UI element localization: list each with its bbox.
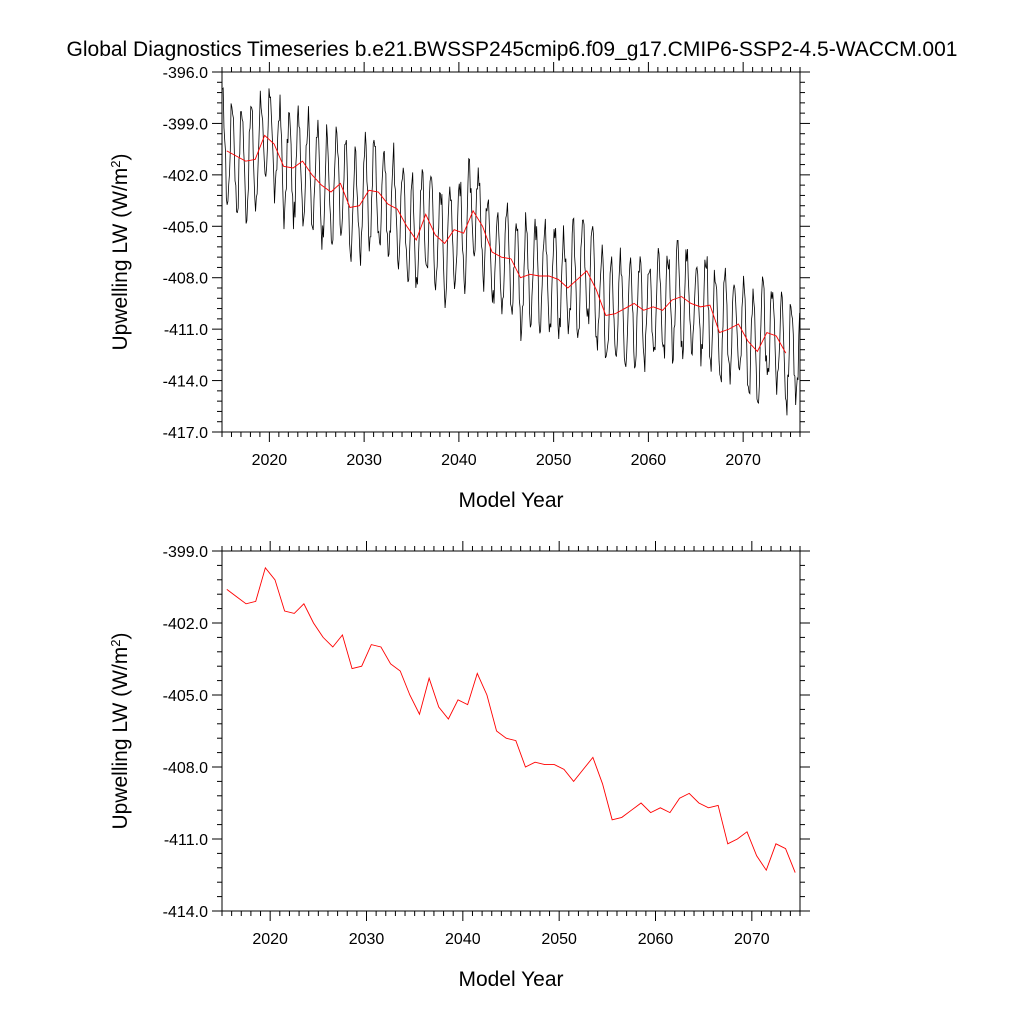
top-panel: -396.0 -399.0 -402.0 -405.0 -408.0 -411.0 -414… [108,62,810,512]
top-y-tick-label: -414.0 [163,374,208,391]
top-x-tick-label: 2030 [346,452,382,469]
bottom-y-tick-label: -405.0 [163,688,208,705]
top-y-tick-label: -399.0 [163,116,208,133]
bottom-x-tick-label: 2070 [734,931,770,948]
top-y-tick-label: -405.0 [163,219,208,236]
bottom-panel: -399.0 -402.0 -405.0 -408.0 -411.0 -414.0 202… [108,541,810,991]
top-x-tick-label: 2040 [441,452,477,469]
top-y-tick-label: -402.0 [163,168,208,185]
top-plot-area [222,87,800,416]
top-series-line-0 [222,87,800,416]
top-x-tick-label: 2070 [725,452,761,469]
bottom-series-line-0 [226,566,796,873]
bottom-axis-ticks [212,541,810,921]
top-x-tick-label: 2020 [252,452,288,469]
top-y-tick-label: -411.0 [164,322,208,339]
bottom-y-tick-label: -414.0 [163,904,208,921]
bottom-y-tick-label: -411.0 [164,832,208,849]
bottom-x-tick-label: 2020 [252,931,288,948]
top-axis-ticks [212,62,810,442]
bottom-x-tick-label: 2060 [638,931,674,948]
bottom-plot-area [226,566,796,873]
bottom-y-tick-labels: -399.0 -402.0 -405.0 -408.0 -411.0 -414.0 [163,544,208,921]
top-x-axis-label: Model Year [458,489,563,512]
bottom-x-tick-label: 2030 [349,931,385,948]
top-x-tick-labels: 2020 2030 2040 2050 2060 2070 [252,452,761,469]
top-plot-frame [221,71,801,433]
top-y-tick-labels: -396.0 -399.0 -402.0 -405.0 -408.0 -411.0 -414… [163,65,208,442]
bottom-x-axis-label: Model Year [458,968,563,991]
bottom-y-axis-label: Upwelling LW (W/m2) [108,632,133,829]
bottom-y-tick-label: -402.0 [163,616,208,633]
bottom-y-axis-label-main: Upwelling LW (W/m [109,647,132,830]
bottom-plot-frame [221,550,801,912]
bottom-x-tick-label: 2040 [445,931,481,948]
top-y-tick-label: -417.0 [163,425,208,442]
top-y-tick-label: -408.0 [163,271,208,288]
bottom-x-tick-label: 2050 [541,931,577,948]
top-y-axis-label: Upwelling LW (W/m2) [108,153,133,350]
top-y-axis-label-main: Upwelling LW (W/m [109,168,132,351]
top-series-line-1 [226,134,787,354]
bottom-y-axis-label-sup: 2 [108,639,123,646]
top-y-tick-label: -396.0 [163,65,208,82]
top-y-axis-label-end: ) [109,153,132,160]
figure-title: Global Diagnostics Timeseries b.e21.BWSS… [67,38,958,61]
bottom-y-axis-label-end: ) [109,632,132,639]
bottom-y-tick-label: -408.0 [163,760,208,777]
top-x-tick-label: 2050 [536,452,572,469]
bottom-y-tick-label: -399.0 [163,544,208,561]
bottom-x-tick-labels: 2020 2030 2040 2050 2060 2070 [252,931,769,948]
top-y-axis-label-sup: 2 [108,160,123,167]
top-x-tick-label: 2060 [631,452,667,469]
